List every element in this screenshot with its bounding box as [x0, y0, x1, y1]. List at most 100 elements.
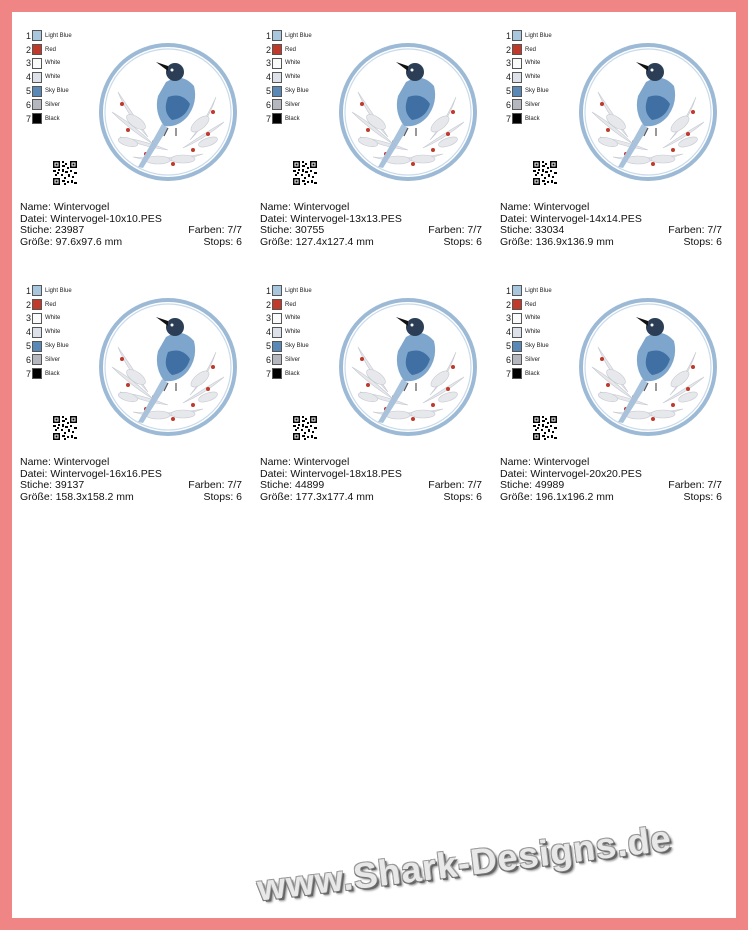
color-swatch	[272, 368, 282, 380]
color-list: 1 Light Blue 2 Red 3 White 4 White 5 Sky Blue 6 Sil…	[502, 284, 552, 381]
color-swatch	[32, 113, 42, 125]
color-swatch	[272, 113, 282, 125]
design-stops: Stops: 6	[683, 235, 722, 248]
color-row: 3 White	[22, 312, 72, 326]
color-name: Red	[525, 46, 537, 53]
color-name: Sky Blue	[285, 88, 309, 95]
color-number: 7	[25, 113, 31, 124]
bird	[378, 317, 436, 423]
color-number: 6	[265, 99, 271, 110]
color-row: 6 Silver	[262, 353, 312, 367]
color-number: 6	[265, 354, 271, 365]
color-swatch	[32, 85, 42, 97]
color-row: 3 White	[262, 57, 312, 71]
qr-code-icon	[52, 415, 78, 441]
color-row: 4 White	[22, 70, 72, 84]
color-row: 7 Black	[502, 112, 552, 126]
design-card: 1 Light Blue 2 Red 3 White 4 White 5 Sky Blue 6 Sil…	[492, 267, 728, 507]
design-size: Größe: 127.4x127.4 mm	[260, 235, 374, 248]
color-number: 6	[505, 99, 511, 110]
color-name: White	[45, 315, 61, 322]
design-size: Größe: 136.9x136.9 mm	[500, 235, 614, 248]
embroidery-preview	[579, 43, 717, 181]
design-stops: Stops: 6	[683, 490, 722, 503]
color-row: 7 Black	[502, 367, 552, 381]
color-list: 1 Light Blue 2 Red 3 White 4 White 5 Sky Blue 6 Sil…	[22, 29, 72, 126]
color-row: 3 White	[502, 57, 552, 71]
design-info: Name: Wintervogel Datei: Wintervogel-10x…	[20, 201, 242, 248]
color-row: 5 Sky Blue	[502, 84, 552, 98]
color-swatch	[512, 99, 522, 111]
color-number: 7	[505, 368, 511, 379]
fern-leaves	[591, 91, 705, 165]
color-row: 2 Red	[22, 43, 72, 57]
design-stitches: Stiche: 49989	[500, 479, 565, 492]
color-number: 7	[505, 113, 511, 124]
qr-code-icon	[532, 160, 558, 186]
qr-code-icon	[532, 415, 558, 441]
color-number: 3	[25, 313, 31, 324]
color-swatch	[512, 71, 522, 83]
color-swatch	[272, 312, 282, 324]
design-stitches: Stiche: 30755	[260, 224, 325, 237]
color-row: 1 Light Blue	[22, 284, 72, 298]
color-list: 1 Light Blue 2 Red 3 White 4 White 5 Sky Blue 6 Sil…	[262, 29, 312, 126]
design-size: Größe: 196.1x196.2 mm	[500, 490, 614, 503]
color-name: Silver	[525, 356, 541, 363]
color-number: 4	[265, 72, 271, 83]
color-swatch	[512, 340, 522, 352]
color-number: 5	[25, 341, 31, 352]
color-swatch	[272, 285, 282, 297]
color-name: Sky Blue	[525, 88, 549, 95]
color-name: Sky Blue	[285, 343, 309, 350]
design-card: 1 Light Blue 2 Red 3 White 4 White 5 Sky Blue 6 Sil…	[12, 267, 248, 507]
design-colors: Farben: 7/7	[428, 224, 482, 237]
color-name: White	[525, 60, 541, 67]
color-name: White	[45, 60, 61, 67]
color-swatch	[32, 57, 42, 69]
design-info: Name: Wintervogel Datei: Wintervogel-14x…	[500, 201, 722, 248]
color-row: 6 Silver	[22, 353, 72, 367]
design-stops: Stops: 6	[443, 235, 482, 248]
design-name: Name: Wintervogel	[260, 456, 350, 468]
color-swatch	[32, 285, 42, 297]
color-row: 2 Red	[502, 298, 552, 312]
embroidery-preview	[339, 43, 477, 181]
color-swatch	[272, 299, 282, 311]
fern-leaves	[351, 91, 465, 165]
color-row: 6 Silver	[262, 98, 312, 112]
color-swatch	[32, 30, 42, 42]
color-row: 7 Black	[22, 112, 72, 126]
color-swatch	[512, 285, 522, 297]
color-number: 6	[25, 99, 31, 110]
fern-leaves	[111, 346, 225, 420]
color-row: 2 Red	[22, 298, 72, 312]
color-row: 5 Sky Blue	[502, 339, 552, 353]
design-card: 1 Light Blue 2 Red 3 White 4 White 5 Sky Blue 6 Sil…	[492, 12, 728, 252]
design-name: Name: Wintervogel	[500, 201, 590, 213]
design-stitches: Stiche: 44899	[260, 479, 325, 492]
color-row: 7 Black	[22, 367, 72, 381]
color-name: Sky Blue	[45, 343, 69, 350]
color-number: 5	[265, 86, 271, 97]
color-row: 7 Black	[262, 112, 312, 126]
color-row: 1 Light Blue	[22, 29, 72, 43]
color-name: Black	[525, 115, 540, 122]
color-number: 1	[505, 285, 511, 296]
color-name: Silver	[45, 101, 61, 108]
color-name: Light Blue	[525, 32, 552, 39]
design-stops: Stops: 6	[203, 235, 242, 248]
color-swatch	[272, 85, 282, 97]
color-swatch	[32, 44, 42, 56]
color-number: 7	[265, 113, 271, 124]
design-size: Größe: 177.3x177.4 mm	[260, 490, 374, 503]
color-row: 5 Sky Blue	[262, 84, 312, 98]
design-file: Datei: Wintervogel-13x13.PES	[260, 212, 402, 225]
color-swatch	[32, 71, 42, 83]
color-swatch	[32, 299, 42, 311]
color-name: White	[525, 74, 541, 81]
color-number: 4	[505, 72, 511, 83]
embroidery-preview	[99, 298, 237, 436]
color-number: 1	[25, 30, 31, 41]
color-name: White	[285, 74, 301, 81]
